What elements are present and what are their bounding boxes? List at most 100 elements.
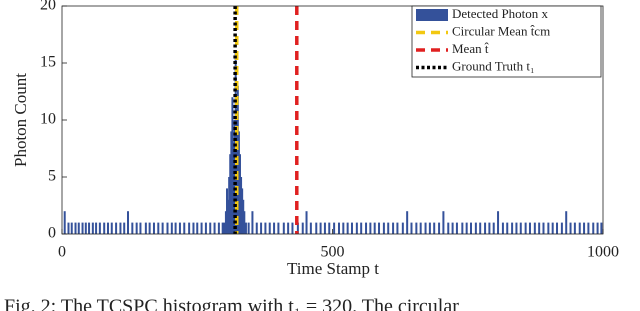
bar (192, 222, 195, 234)
bar (451, 222, 454, 234)
bar (244, 222, 247, 234)
bar (569, 222, 572, 234)
bar (296, 222, 299, 234)
bar (469, 222, 472, 234)
bar (328, 222, 331, 234)
y-tick-label: 10 (40, 111, 56, 128)
x-tick-label: 500 (321, 244, 345, 261)
bar (305, 211, 308, 234)
bar (264, 222, 267, 234)
bar (406, 211, 409, 234)
bar (392, 222, 395, 234)
bar (183, 222, 186, 234)
bar (291, 222, 294, 234)
bar (277, 222, 280, 234)
y-tick-label: 5 (48, 168, 56, 185)
bar (365, 222, 368, 234)
bar (110, 222, 113, 234)
bar (229, 154, 232, 234)
bar (511, 222, 514, 234)
bar (506, 222, 509, 234)
bar (255, 222, 258, 234)
caption: Fig. 2: The TCSPC histogram with t₁ = 32… (4, 296, 459, 311)
bar (355, 222, 358, 234)
bar (178, 222, 181, 234)
bar (433, 222, 436, 234)
bar (538, 222, 541, 234)
bar (240, 177, 243, 234)
bar (438, 222, 441, 234)
bar (547, 222, 550, 234)
bar (461, 222, 464, 234)
bar (578, 222, 581, 234)
bar (542, 222, 545, 234)
legend-label: Detected Photon x (452, 6, 549, 21)
bar (501, 222, 504, 234)
bar (209, 222, 212, 234)
bar (465, 222, 468, 234)
bar (139, 222, 142, 234)
bar (230, 131, 233, 234)
bar (315, 222, 318, 234)
bar (144, 222, 147, 234)
bar (74, 222, 77, 234)
bar (200, 222, 203, 234)
bar (333, 222, 336, 234)
bar (77, 222, 80, 234)
bar (382, 222, 385, 234)
x-axis-label: Time Stamp t (287, 259, 379, 278)
bar (596, 222, 599, 234)
bar (428, 222, 431, 234)
bar (127, 211, 130, 234)
bar (115, 222, 118, 234)
bar (237, 131, 240, 234)
bar (63, 211, 66, 234)
bar (337, 222, 340, 234)
bar (157, 222, 160, 234)
bar (161, 222, 164, 234)
bar (479, 222, 482, 234)
bar (98, 222, 101, 234)
bar (213, 222, 216, 234)
bar (560, 222, 563, 234)
bar (551, 222, 554, 234)
bar (228, 177, 231, 234)
bar (282, 222, 285, 234)
bar (84, 222, 87, 234)
bar (152, 222, 155, 234)
bar (369, 222, 372, 234)
legend-label: Circular Mean t̂cm (452, 23, 550, 38)
bar (238, 154, 241, 234)
bar (565, 211, 568, 234)
bar (346, 222, 349, 234)
bar (106, 222, 109, 234)
bar (410, 222, 413, 234)
bar (419, 222, 422, 234)
bar (488, 222, 491, 234)
bar (223, 222, 226, 234)
bar (323, 222, 326, 234)
bar (131, 222, 134, 234)
legend-label: Mean t̂ (452, 41, 490, 56)
bar (519, 222, 522, 234)
bar (103, 222, 106, 234)
bar (484, 222, 487, 234)
bar (424, 222, 427, 234)
bar (533, 222, 536, 234)
bar (170, 222, 173, 234)
bar (119, 222, 122, 234)
bar (455, 222, 458, 234)
bar (342, 222, 345, 234)
bar (148, 222, 151, 234)
bar (301, 222, 304, 234)
bar (95, 222, 98, 234)
bar (415, 222, 418, 234)
bar (524, 222, 527, 234)
bar (241, 188, 244, 234)
bar (123, 222, 126, 234)
bar (226, 188, 229, 234)
bar (135, 222, 138, 234)
bar (268, 222, 271, 234)
bar (396, 222, 399, 234)
